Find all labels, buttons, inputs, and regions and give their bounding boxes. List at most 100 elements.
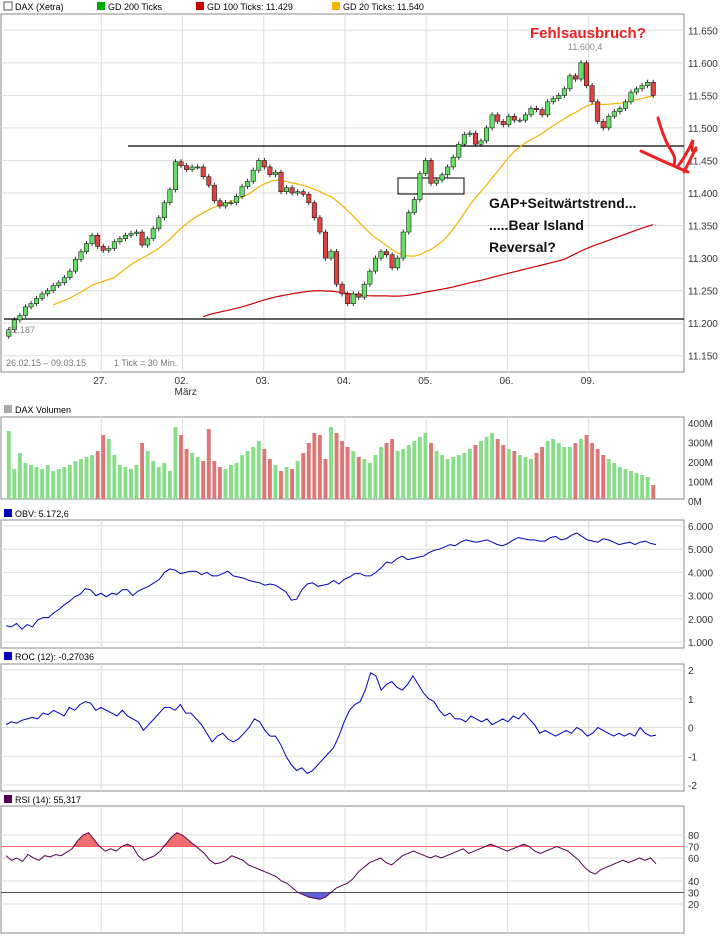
volume-bar: [23, 463, 28, 499]
candle-body: [467, 132, 473, 135]
candle-body: [617, 108, 623, 112]
candle-body: [189, 166, 195, 170]
legend-swatch-rsi: [4, 795, 12, 803]
candle-body: [356, 293, 362, 298]
candle-body: [111, 241, 117, 249]
candle-body: [489, 114, 495, 129]
roc-y-tick-label: -1: [688, 752, 697, 763]
candle-body: [45, 290, 51, 295]
rsi-line: [1, 832, 684, 900]
candle-body: [117, 238, 123, 243]
candle-body: [650, 82, 656, 96]
volume-bar: [51, 471, 56, 499]
volume-bar: [56, 469, 61, 499]
volume-bar: [229, 465, 233, 499]
volume-bar: [267, 459, 272, 499]
volume-bar: [640, 475, 645, 499]
candle-body: [400, 231, 406, 259]
candle-body: [572, 75, 578, 80]
volume-bar: [290, 469, 295, 499]
volume-bar: [12, 469, 17, 499]
candle-body: [561, 88, 567, 96]
candle-body: [511, 115, 517, 121]
candle-body: [611, 111, 617, 117]
roc-y-tick-label: -2: [688, 781, 697, 792]
volume-bar: [34, 467, 39, 499]
candle-body: [250, 169, 256, 182]
volume-bar: [479, 441, 483, 499]
candlesticks: [6, 60, 656, 339]
volume-bar: [312, 433, 317, 499]
candle-body: [150, 228, 156, 239]
candle-body: [456, 143, 462, 158]
obv-panel-frame: [0, 519, 685, 649]
volume-bar: [234, 463, 239, 499]
candle-body: [622, 101, 628, 109]
x-tick-sublabel: März: [175, 387, 197, 398]
legend-label-roc: ROC (12): -0,27036: [15, 652, 94, 662]
volume-bar: [101, 435, 106, 499]
candle-body: [395, 257, 401, 269]
volume-bar: [473, 445, 478, 499]
x-tick-label: 03.: [256, 376, 270, 387]
candle-body: [145, 238, 151, 246]
candle-body: [239, 186, 245, 197]
legend-swatch-ma20: [332, 2, 340, 10]
candle-body: [384, 251, 390, 256]
volume-bar: [145, 451, 150, 499]
obv-y-tick-label: 4.000: [688, 568, 713, 579]
candle-body: [22, 306, 28, 316]
candle-body: [156, 217, 162, 230]
candle-body: [78, 251, 84, 260]
volume-bar: [601, 455, 606, 499]
candle-body: [556, 95, 562, 99]
candle-body: [600, 121, 606, 129]
candle-body: [200, 166, 206, 177]
candle-body: [461, 134, 467, 145]
candle-body: [56, 282, 62, 286]
candle-body: [634, 88, 640, 93]
volume-bar: [484, 437, 489, 499]
candle-body: [334, 251, 340, 285]
volume-bar: [634, 473, 639, 499]
moving-averages: [52, 95, 654, 318]
candle-body: [300, 191, 306, 195]
candle-body: [517, 119, 523, 122]
y-tick-label: 11.550: [688, 91, 718, 102]
legend-main: DAX (Xetra) GD 200 Ticks GD 100 Ticks: 1…: [3, 1, 424, 12]
volume-bar: [273, 465, 278, 499]
volume-bar: [262, 449, 267, 499]
candle-body: [539, 109, 545, 116]
y-tick-label: 11.300: [688, 254, 718, 265]
candle-body: [428, 160, 434, 184]
volume-bar: [317, 435, 322, 499]
volume-bar: [434, 451, 439, 499]
candle-body: [578, 62, 584, 80]
rsi-y-tick-label: 80: [688, 831, 700, 842]
candle-body: [417, 173, 423, 200]
volume-bar: [106, 439, 111, 499]
y-tick-label: 11.350: [688, 222, 718, 233]
candle-body: [628, 91, 634, 103]
volume-bar: [329, 427, 333, 499]
volume-bar: [412, 441, 417, 499]
candle-body: [122, 235, 128, 239]
candle-body: [245, 181, 251, 187]
candle-body: [584, 62, 590, 86]
volume-bar: [623, 469, 628, 499]
candle-body: [534, 108, 540, 110]
legend-swatch-obv: [4, 509, 12, 517]
volume-bar: [451, 457, 456, 499]
y-tick-label: 11.500: [688, 124, 718, 135]
volume-bar: [540, 447, 545, 499]
volume-bar: [123, 467, 128, 499]
candle-body: [500, 121, 506, 125]
legend-label-ma20: GD 20 Ticks: 11.540: [343, 2, 424, 12]
volume-bar: [279, 471, 283, 499]
volume-bar: [523, 457, 528, 499]
volume-bar: [529, 459, 533, 499]
candle-body: [289, 187, 295, 194]
obv-y-tick-label: 3.000: [688, 592, 713, 603]
volume-bar: [240, 455, 245, 499]
